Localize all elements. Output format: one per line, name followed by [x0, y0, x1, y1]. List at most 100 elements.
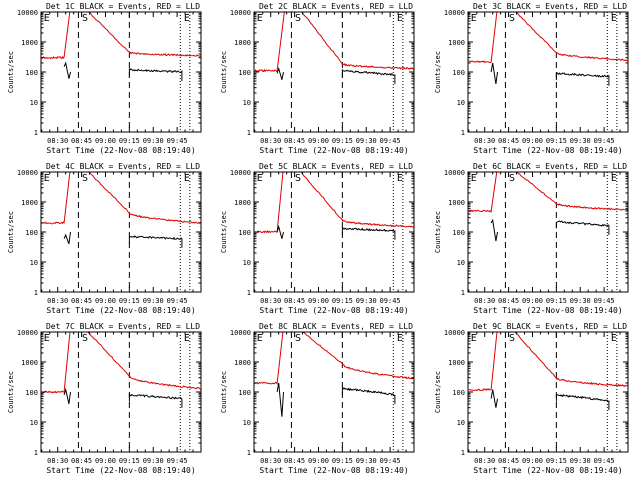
- y-tick-label: 1000: [448, 199, 465, 207]
- plot-frame: [253, 331, 415, 453]
- events-preflare-line: [276, 382, 284, 417]
- x-tick-label: 09:30: [143, 137, 164, 145]
- lld-series-line: [254, 172, 414, 234]
- y-tick-label: 1000: [234, 199, 251, 207]
- y-axis-label: Counts/sec: [7, 51, 15, 93]
- interval-marker-label: E: [611, 13, 617, 24]
- x-tick-label: 09:45: [167, 137, 188, 145]
- panel-data: [468, 172, 628, 242]
- detector-panel: 1 10 100 1000 10000 08:30 08:45 09:00 09:15 09:30…: [434, 162, 629, 315]
- x-tick-label: 09:15: [119, 297, 140, 305]
- events-preflare-line: [63, 61, 71, 79]
- interval-marker-label: E: [397, 173, 403, 184]
- interval-marker-label: E: [611, 333, 617, 344]
- panel-data: [254, 12, 414, 84]
- x-tick-label: 08:45: [498, 137, 519, 145]
- panel-title: Det 9C BLACK = Events, RED = LLD: [473, 322, 627, 331]
- interval-marker-label: E: [471, 333, 477, 344]
- lld-series-line: [468, 332, 628, 392]
- panel-data: [41, 12, 201, 81]
- x-tick-label: 09:15: [546, 137, 567, 145]
- x-axis-label: Start Time (22-Nov-08 08:19:40): [473, 146, 622, 155]
- y-tick-label: 10: [30, 99, 38, 107]
- y-tick-label: 1: [247, 129, 251, 137]
- x-tick-label: 09:45: [167, 457, 188, 465]
- x-tick-label: 09:15: [332, 457, 353, 465]
- y-axis-label: Counts/sec: [434, 211, 442, 253]
- x-tick-label: 09:45: [594, 297, 615, 305]
- y-tick-label: 100: [238, 389, 251, 397]
- x-tick-label: 09:15: [546, 297, 567, 305]
- panel-title: Det 1C BLACK = Events, RED = LLD: [46, 2, 200, 11]
- x-tick-label: 09:45: [380, 457, 401, 465]
- y-tick-label: 10: [243, 259, 251, 267]
- y-tick-label: 100: [238, 69, 251, 77]
- y-tick-label: 1000: [21, 199, 38, 207]
- y-axis-label: Counts/sec: [7, 371, 15, 413]
- x-tick-label: 09:45: [594, 137, 615, 145]
- x-tick-label: 09:15: [546, 457, 567, 465]
- x-tick-label: 09:30: [356, 297, 377, 305]
- interval-marker-label: E: [44, 13, 50, 24]
- y-tick-label: 1000: [448, 39, 465, 47]
- x-tick-label: 09:15: [332, 297, 353, 305]
- panel-data: [254, 172, 414, 240]
- x-tick-label: 08:45: [71, 457, 92, 465]
- x-axis-label: Start Time (22-Nov-08 08:19:40): [46, 306, 195, 315]
- interval-marker-label: E: [257, 173, 263, 184]
- y-tick-label: 10000: [230, 169, 251, 177]
- events-tail-line: [341, 227, 396, 240]
- y-axis-label: Counts/sec: [434, 51, 442, 93]
- events-tail-line: [555, 72, 610, 86]
- events-preflare-line: [490, 389, 498, 408]
- x-axis-label: Start Time (22-Nov-08 08:19:40): [473, 466, 622, 475]
- events-tail-line: [555, 393, 610, 411]
- x-tick-label: 08:30: [474, 457, 495, 465]
- y-tick-label: 100: [238, 229, 251, 237]
- x-tick-label: 09:30: [356, 457, 377, 465]
- x-tick-label: 08:30: [47, 457, 68, 465]
- y-tick-label: 1: [461, 289, 465, 297]
- events-preflare-line: [63, 387, 71, 405]
- lld-series-line: [254, 12, 414, 73]
- y-tick-label: 10000: [230, 329, 251, 337]
- lld-series-line: [41, 332, 201, 394]
- y-tick-label: 1: [461, 449, 465, 457]
- y-tick-label: 10000: [17, 329, 38, 337]
- y-tick-label: 10000: [444, 9, 465, 17]
- plot-frame: [40, 171, 202, 293]
- panel-title: Det 8C BLACK = Events, RED = LLD: [259, 322, 413, 331]
- y-tick-label: 1: [34, 129, 38, 137]
- events-preflare-line: [276, 224, 284, 239]
- x-tick-label: 09:00: [95, 137, 116, 145]
- x-tick-label: 09:00: [95, 297, 116, 305]
- x-tick-label: 08:45: [284, 297, 305, 305]
- panel-data: [41, 172, 201, 248]
- x-tick-label: 08:30: [47, 137, 68, 145]
- x-tick-label: 09:45: [380, 137, 401, 145]
- y-tick-label: 1: [34, 289, 38, 297]
- x-tick-label: 09:45: [167, 297, 188, 305]
- y-tick-label: 100: [452, 389, 465, 397]
- x-tick-label: 08:30: [260, 137, 281, 145]
- interval-marker-label: E: [257, 13, 263, 24]
- x-tick-label: 09:45: [380, 297, 401, 305]
- x-tick-label: 09:30: [143, 297, 164, 305]
- lld-series-line: [41, 172, 201, 225]
- y-tick-label: 1000: [21, 359, 38, 367]
- interval-marker-label: E: [44, 173, 50, 184]
- detector-panel: 1 10 100 1000 10000 08:30 08:45 09:00 09:15 09:30…: [7, 2, 202, 155]
- y-tick-label: 1: [247, 289, 251, 297]
- x-tick-label: 09:00: [95, 457, 116, 465]
- x-tick-label: 08:30: [474, 297, 495, 305]
- detector-panel: 1 10 100 1000 10000 08:30 08:45 09:00 09:15 09:30…: [220, 162, 415, 315]
- y-tick-label: 100: [25, 69, 38, 77]
- interval-marker-label: E: [184, 333, 190, 344]
- x-axis-label: Start Time (22-Nov-08 08:19:40): [46, 146, 195, 155]
- y-tick-label: 1000: [448, 359, 465, 367]
- x-tick-label: 09:00: [522, 457, 543, 465]
- x-tick-label: 09:00: [308, 137, 329, 145]
- interval-marker-label: S: [295, 333, 301, 344]
- y-tick-label: 10000: [444, 329, 465, 337]
